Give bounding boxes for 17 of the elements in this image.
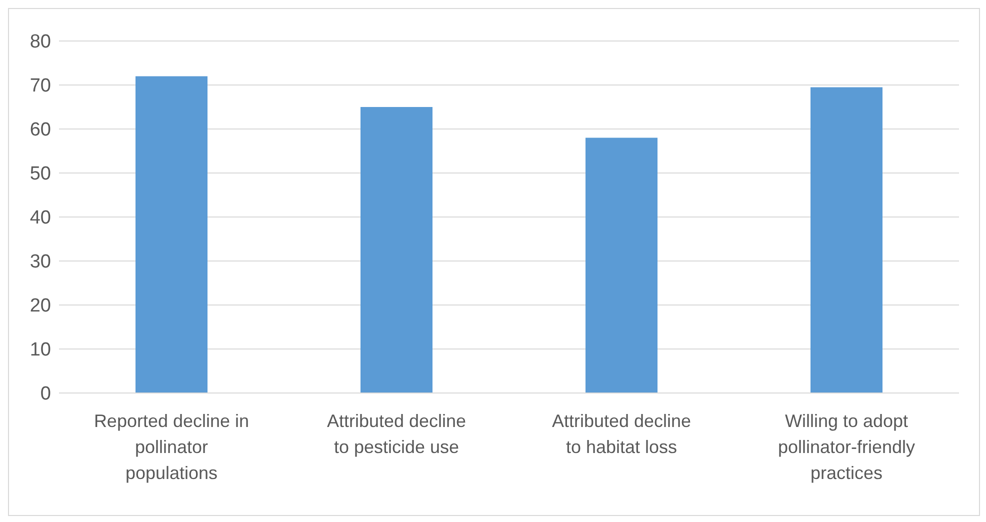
x-tick-label: Attributed decline to habitat loss <box>552 411 692 457</box>
y-tick-label: 20 <box>30 296 51 317</box>
bar <box>586 138 658 393</box>
bar <box>810 87 882 393</box>
x-tick-label: Reported decline in pollinator populations <box>94 411 250 483</box>
y-tick-label: 50 <box>30 164 51 185</box>
y-tick-label: 70 <box>30 76 51 97</box>
y-tick-label: 10 <box>30 340 51 361</box>
y-tick-label: 40 <box>30 208 51 229</box>
x-tick-label: Attributed decline to pesticide use <box>326 411 466 457</box>
y-tick-label: 30 <box>30 252 51 273</box>
x-tick-label: Willing to adopt pollinator-friendly practices <box>778 411 916 483</box>
bar <box>136 76 208 393</box>
bar <box>360 107 432 393</box>
y-tick-label: 80 <box>30 32 51 53</box>
y-tick-label: 0 <box>40 384 51 405</box>
y-tick-label: 60 <box>30 120 51 141</box>
